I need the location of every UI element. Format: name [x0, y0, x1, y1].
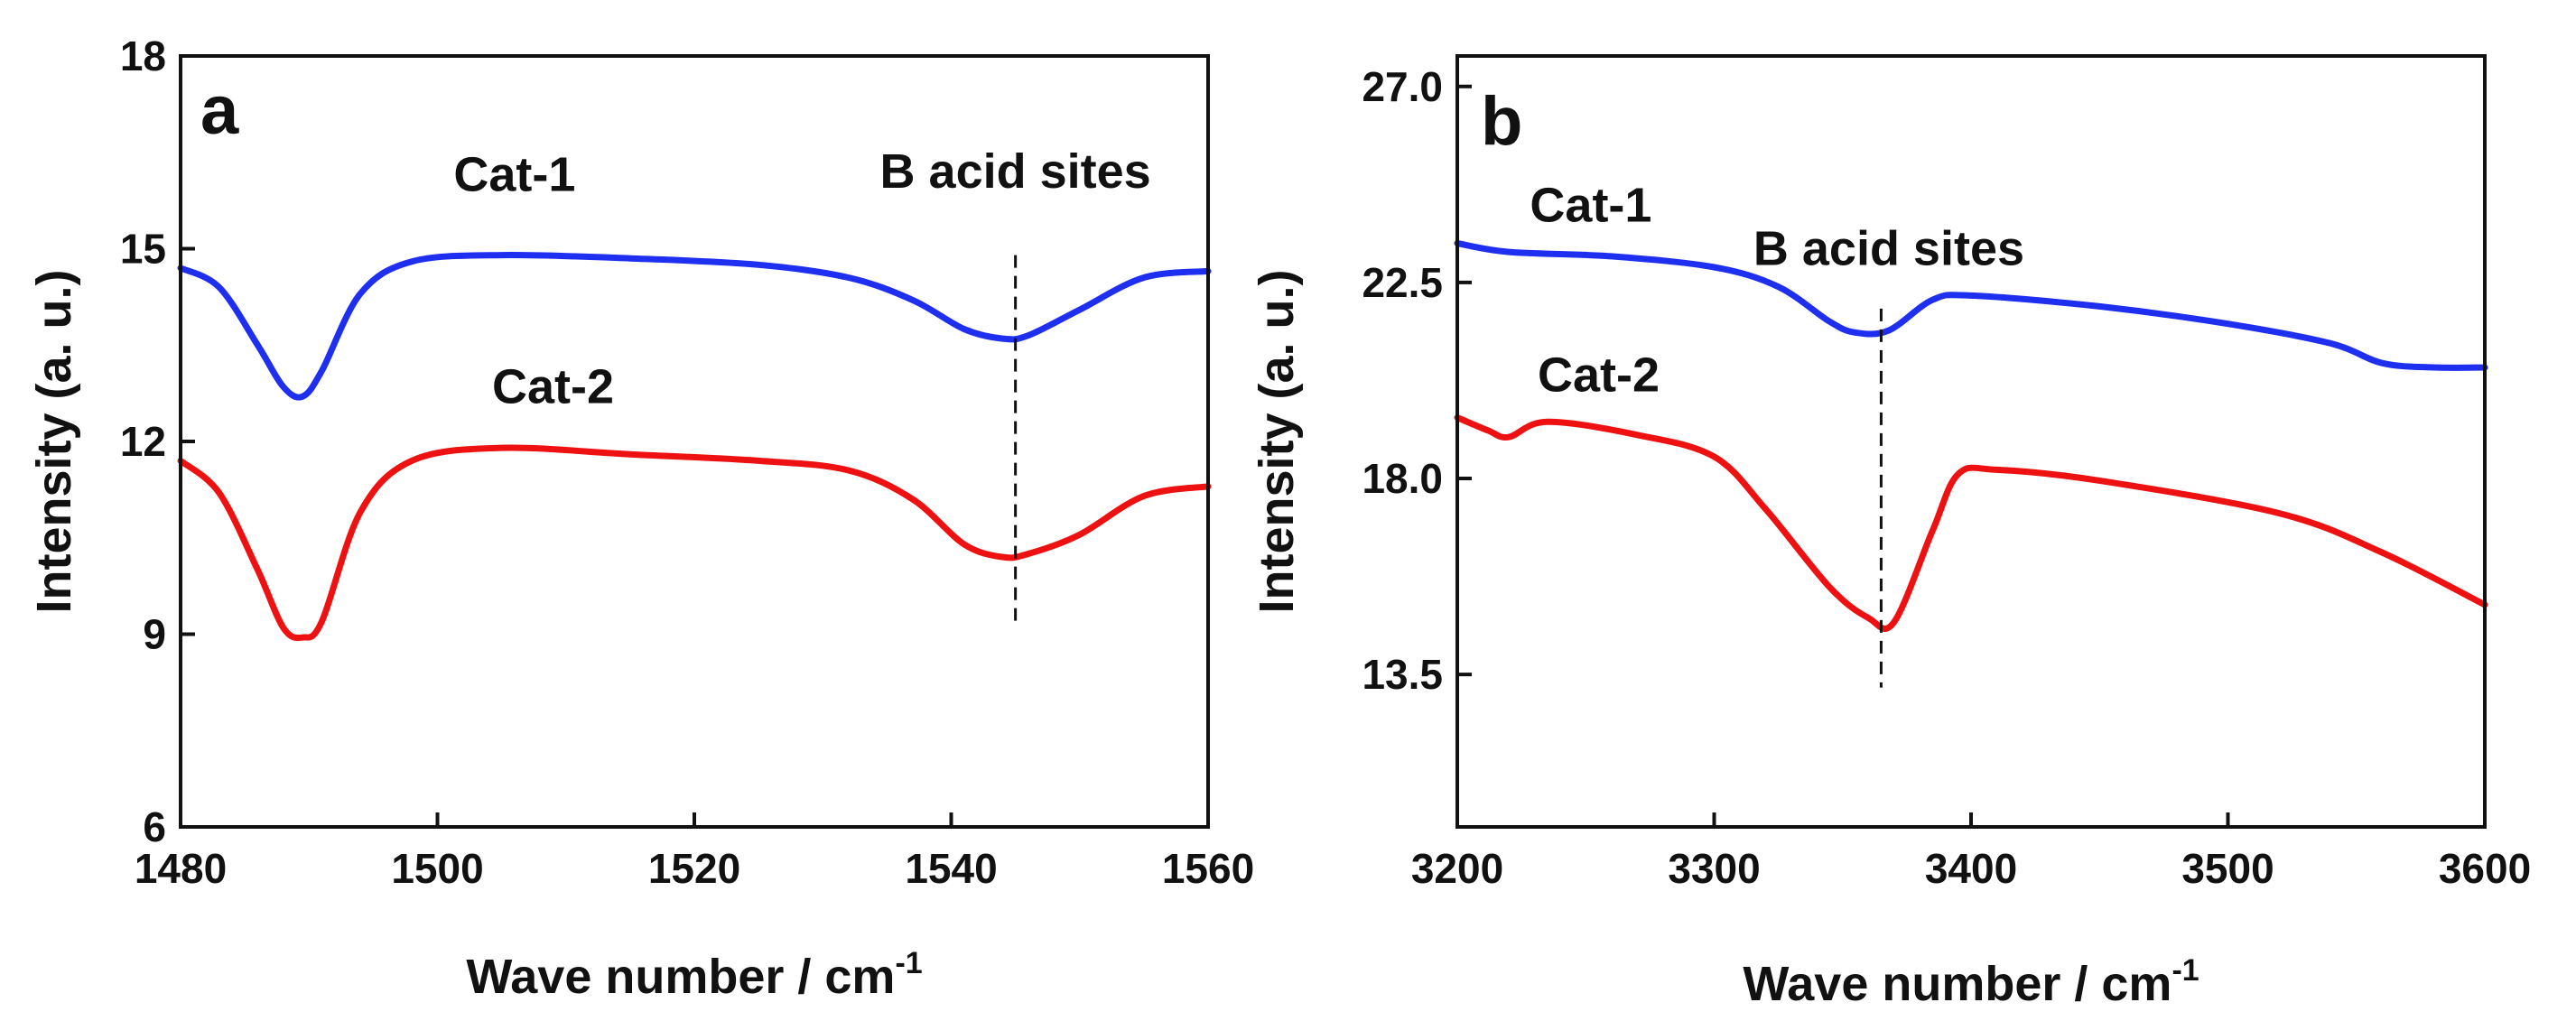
y-axis-title-a: Intensity (a. u.)	[27, 269, 81, 613]
x-tick-label-a: 1520	[648, 845, 740, 892]
x-tick-label-b: 3400	[1925, 845, 2017, 892]
panel-a: 1480 1500 1520 1540 1560 6 9 12 15 18 a Cat-1 Cat…	[27, 32, 1254, 1004]
x-tick-label-b: 3600	[2439, 845, 2531, 892]
x-tick-label-b: 3500	[2181, 845, 2274, 892]
annotation-cat2-b: Cat-2	[1538, 348, 1660, 403]
series-line-cat-2-a	[177, 444, 1212, 642]
x-tick-label-a: 1540	[905, 845, 997, 892]
series-line-cat-2-b	[1454, 414, 2488, 632]
x-tick-label-a: 1500	[391, 845, 483, 892]
panel-label-a: a	[200, 72, 239, 149]
x-axis-title-text-b: Wave number / cm	[1743, 957, 2171, 1011]
y-tick-label-a: 15	[120, 226, 166, 273]
y-tick-label-b: 18.0	[1362, 455, 1443, 502]
panel-label-b: b	[1481, 83, 1522, 160]
y-tick-label-a: 6	[143, 803, 166, 850]
x-tick-label-a: 1480	[135, 845, 227, 892]
annotation-b-acid-b: B acid sites	[1753, 222, 2024, 276]
y-axis-title-b: Intensity (a. u.)	[1250, 269, 1304, 613]
series-line-cat-1-a	[177, 252, 1212, 401]
y-tick-label-a: 9	[143, 611, 166, 658]
x-axis-title-text-a: Wave number / cm	[466, 950, 895, 1004]
panel-b: 3200 3300 3400 3500 3600 13.5 18.0 22.5 27.0 b C…	[1250, 54, 2531, 1011]
x-axis-title-sup-a: -1	[895, 946, 922, 980]
annotation-cat2-a: Cat-2	[492, 359, 614, 413]
x-axis-title-a: Wave number / cm-1	[466, 946, 922, 1004]
x-tick-label-a: 1560	[1162, 845, 1254, 892]
y-tick-label-b: 27.0	[1362, 63, 1443, 110]
y-tick-label-a: 18	[120, 32, 166, 79]
series-line-cat-1-b	[1454, 240, 2488, 371]
x-tick-label-b: 3300	[1668, 845, 1760, 892]
y-tick-label-b: 22.5	[1362, 259, 1443, 306]
plot-frame-b	[1455, 54, 2487, 829]
annotation-b-acid-a: B acid sites	[880, 144, 1151, 199]
x-axis-title-sup-b: -1	[2171, 953, 2199, 988]
annotation-cat1-a: Cat-1	[453, 147, 575, 201]
annotation-cat1-b: Cat-1	[1530, 178, 1651, 232]
x-axis-title-b: Wave number / cm-1	[1743, 953, 2199, 1011]
y-tick-label-a: 12	[120, 418, 166, 465]
x-tick-label-b: 3200	[1411, 845, 1503, 892]
y-tick-label-b: 13.5	[1362, 651, 1443, 698]
